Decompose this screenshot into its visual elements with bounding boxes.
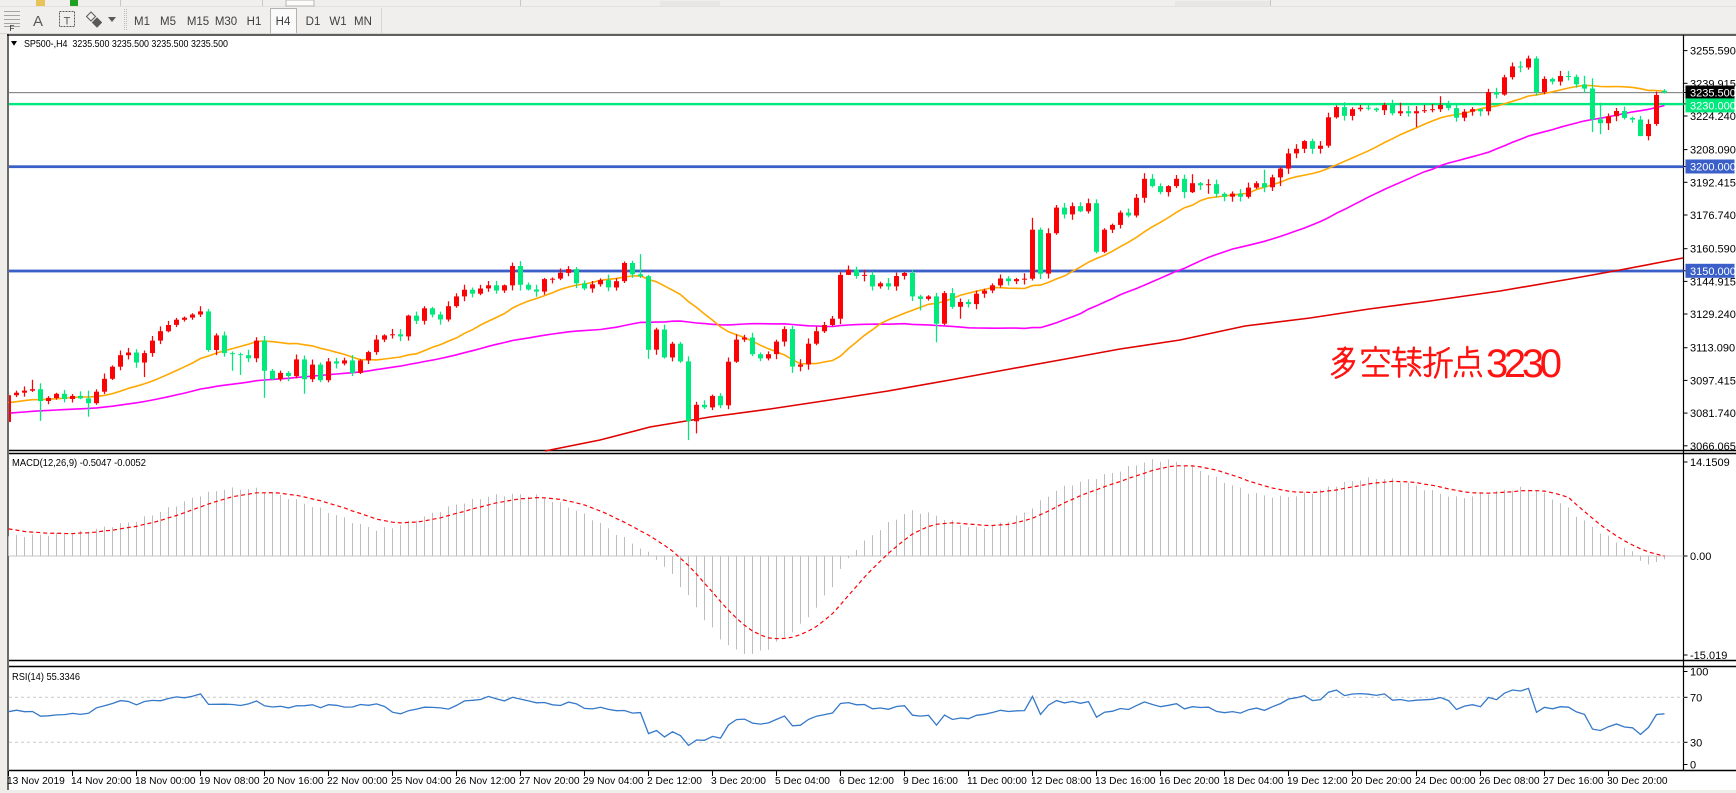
svg-text:3230: 3230 [1486,342,1562,386]
svg-text:14 Nov 20:00: 14 Nov 20:00 [71,776,132,787]
svg-text:100: 100 [1690,667,1708,679]
svg-text:MACD(12,26,9) -0.5047 -0.0052: MACD(12,26,9) -0.5047 -0.0052 [12,458,146,469]
svg-text:3255.590: 3255.590 [1690,46,1736,58]
svg-text:H1: H1 [247,16,262,28]
svg-text:W1: W1 [329,16,346,28]
svg-text:RSI(14) 55.3346: RSI(14) 55.3346 [12,672,80,683]
svg-text:5 Dec 04:00: 5 Dec 04:00 [775,776,830,787]
svg-text:3150.000: 3150.000 [1690,266,1736,278]
svg-text:M15: M15 [187,16,209,28]
svg-text:13 Dec 16:00: 13 Dec 16:00 [1095,776,1156,787]
svg-text:3144.915: 3144.915 [1690,276,1736,288]
svg-text:A: A [33,13,43,30]
svg-text:MN: MN [354,16,372,28]
svg-text:70: 70 [1690,692,1702,704]
svg-text:H4: H4 [276,16,291,28]
svg-text:0.00: 0.00 [1690,551,1711,563]
svg-text:D1: D1 [306,16,321,28]
svg-text:3066.065: 3066.065 [1690,441,1736,453]
svg-text:2 Dec 12:00: 2 Dec 12:00 [647,776,702,787]
svg-text:27 Nov 20:00: 27 Nov 20:00 [519,776,580,787]
svg-text:27 Dec 16:00: 27 Dec 16:00 [1543,776,1604,787]
svg-text:26 Nov 12:00: 26 Nov 12:00 [455,776,516,787]
svg-text:3224.240: 3224.240 [1690,111,1736,123]
svg-text:24 Dec 00:00: 24 Dec 00:00 [1415,776,1476,787]
svg-text:3081.740: 3081.740 [1690,408,1736,420]
svg-text:F: F [10,24,15,33]
svg-text:3176.740: 3176.740 [1690,210,1736,222]
svg-text:16 Dec 20:00: 16 Dec 20:00 [1159,776,1220,787]
svg-text:20 Nov 16:00: 20 Nov 16:00 [263,776,324,787]
svg-text:11 Dec 00:00: 11 Dec 00:00 [967,776,1027,787]
svg-text:3129.240: 3129.240 [1690,309,1736,321]
svg-text:3097.415: 3097.415 [1690,375,1736,387]
svg-text:18 Nov 00:00: 18 Nov 00:00 [135,776,196,787]
svg-text:26 Dec 08:00: 26 Dec 08:00 [1479,776,1540,787]
svg-text:3235.500: 3235.500 [1690,88,1736,100]
svg-text:3208.090: 3208.090 [1690,145,1736,157]
svg-text:3113.090: 3113.090 [1690,343,1735,355]
svg-text:9 Dec 16:00: 9 Dec 16:00 [903,776,958,787]
svg-text:29 Nov 04:00: 29 Nov 04:00 [583,776,644,787]
svg-text:3 Dec 20:00: 3 Dec 20:00 [711,776,766,787]
svg-text:14.1509: 14.1509 [1690,457,1730,469]
svg-text:13 Nov 2019: 13 Nov 2019 [7,776,65,787]
svg-text:T: T [64,16,71,28]
svg-text:20 Dec 20:00: 20 Dec 20:00 [1351,776,1412,787]
svg-text:M5: M5 [160,16,176,28]
svg-text:6 Dec 12:00: 6 Dec 12:00 [839,776,894,787]
svg-text:-15.019: -15.019 [1690,650,1727,662]
svg-text:3230.000: 3230.000 [1690,100,1736,112]
svg-text:M1: M1 [134,16,150,28]
svg-text:3192.415: 3192.415 [1690,177,1736,189]
svg-text:0: 0 [1690,760,1696,772]
svg-text:12 Dec 08:00: 12 Dec 08:00 [1031,776,1092,787]
svg-text:SP500-,H4 3235.500 3235.500 3: SP500-,H4 3235.500 3235.500 3235.500 323… [24,39,228,50]
svg-text:30 Dec 20:00: 30 Dec 20:00 [1607,776,1668,787]
svg-text:3160.590: 3160.590 [1690,244,1736,256]
svg-text:19 Nov 08:00: 19 Nov 08:00 [199,776,260,787]
svg-text:25 Nov 04:00: 25 Nov 04:00 [391,776,452,787]
svg-text:22 Nov 00:00: 22 Nov 00:00 [327,776,388,787]
svg-text:18 Dec 04:00: 18 Dec 04:00 [1223,776,1284,787]
svg-text:19 Dec 12:00: 19 Dec 12:00 [1287,776,1348,787]
svg-text:3200.000: 3200.000 [1690,162,1736,174]
svg-text:M30: M30 [215,16,237,28]
svg-text:30: 30 [1690,737,1702,749]
